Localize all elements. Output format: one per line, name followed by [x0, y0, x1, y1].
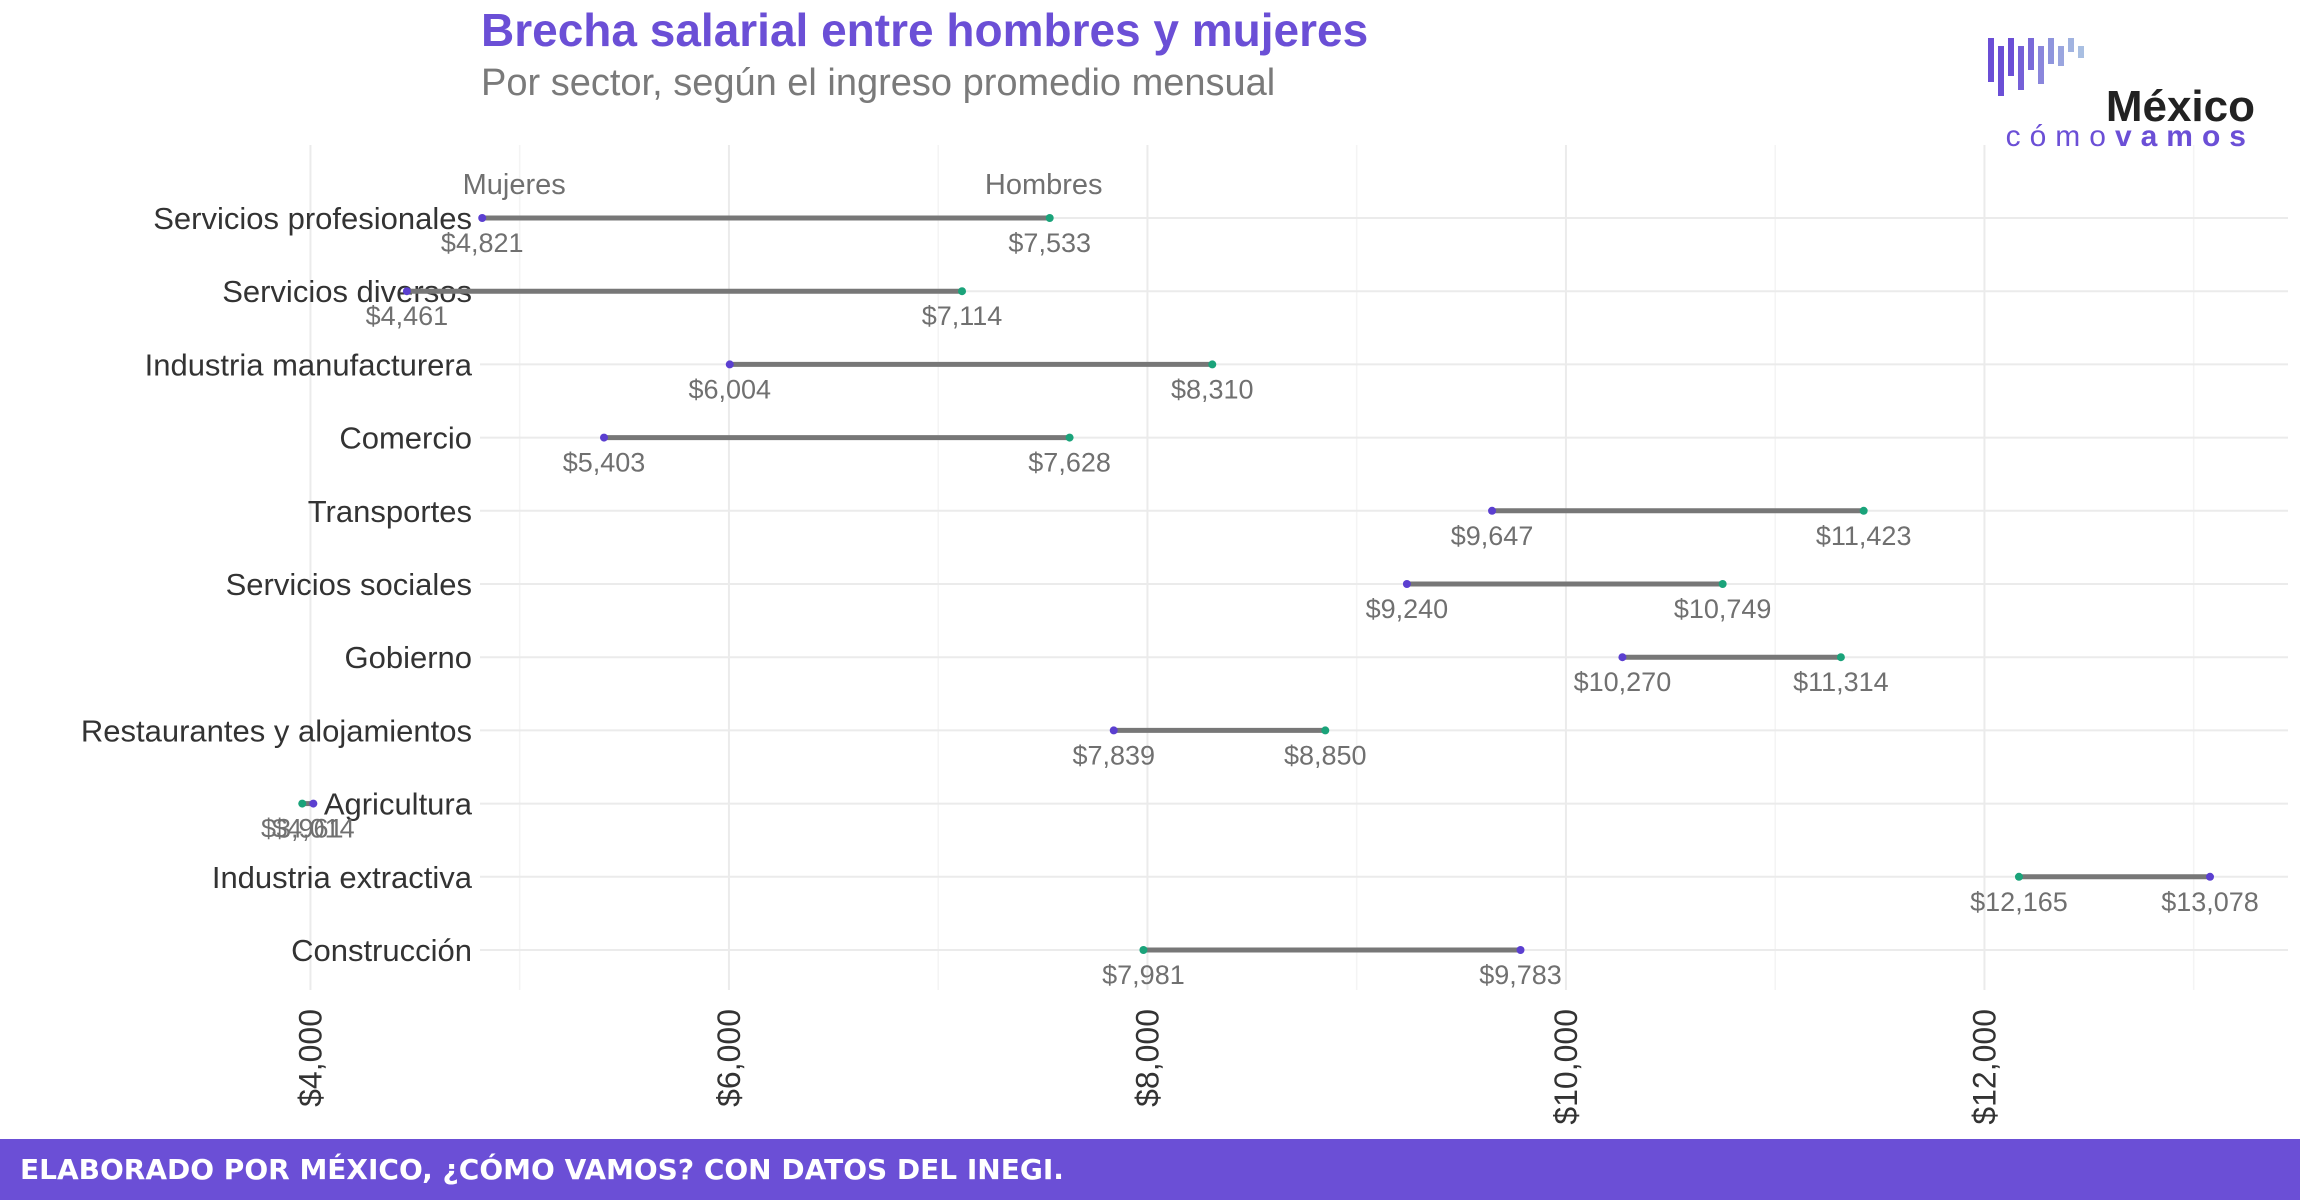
men-value-label: $7,981 [1102, 960, 1185, 990]
logo-bars-icon [1988, 38, 2084, 96]
category-label: Gobierno [344, 640, 472, 675]
logo-bar [2078, 46, 2084, 58]
x-tick-label: $6,000 [711, 1009, 747, 1107]
women-point [1402, 580, 1411, 588]
men-point [1321, 726, 1330, 735]
men-value-label: $12,165 [1970, 887, 2068, 917]
men-point [298, 799, 307, 808]
women-point [600, 433, 609, 442]
women-value-label: $13,078 [2161, 887, 2259, 917]
women-value-label: $5,403 [563, 448, 646, 478]
x-axis: $4,000 $6,000 $8,000 $10,000 $12,000 [292, 1009, 2002, 1125]
women-value-label: $7,839 [1072, 740, 1155, 770]
women-point [1516, 946, 1525, 954]
logo-main-text: México [2106, 82, 2255, 131]
men-point [1139, 946, 1148, 954]
logo-bar [2058, 46, 2064, 66]
women-point [478, 214, 487, 222]
logo-sub-light: cómo [2006, 120, 2115, 153]
logo-sub-bold: vamos [2115, 120, 2255, 153]
row: Servicios diversos$4,461 $7,114 [222, 274, 1002, 331]
men-point [1836, 653, 1845, 662]
gridlines [309, 145, 2288, 990]
category-label: Transportes [308, 494, 472, 529]
logo-bar [1988, 38, 1994, 82]
logo-bar [2028, 38, 2034, 70]
category-label: Servicios sociales [226, 567, 472, 602]
men-value-label: $8,850 [1284, 740, 1367, 770]
row: Construcción $9,783 $7,981 [291, 933, 1562, 990]
logo-bar [2068, 38, 2074, 52]
women-value-label: $4,014 [272, 814, 355, 844]
row: Industria manufacturera $6,004 $8,310 [145, 347, 1254, 404]
women-point [1109, 726, 1118, 735]
men-point [958, 287, 967, 296]
logo-bar [1998, 46, 2004, 96]
row: Comercio $5,403 $7,628 [339, 421, 1111, 478]
category-label: Comercio [339, 421, 472, 456]
logo-bar [2008, 38, 2014, 76]
women-value-label: $9,240 [1366, 594, 1449, 624]
footer-banner: ELABORADO POR MÉXICO, ¿CÓMO VAMOS? CON D… [0, 1139, 2300, 1200]
men-value-label: $7,628 [1028, 448, 1111, 478]
men-value-label: $8,310 [1171, 374, 1254, 404]
category-label: Agricultura [324, 787, 473, 822]
legend-men: Hombres [985, 169, 1103, 201]
women-point [725, 360, 734, 369]
logo-bar [2038, 46, 2044, 84]
row: Gobierno $10,270 $11,314 [344, 640, 1888, 697]
logo-bar [2048, 38, 2054, 64]
footer-text: ELABORADO POR MÉXICO, ¿CÓMO VAMOS? CON D… [20, 1153, 1064, 1186]
logo-sub-text: cómovamos [2006, 120, 2255, 153]
row: Servicios profesionales$4,821 $7,533 [153, 201, 1091, 258]
men-point [1208, 360, 1217, 369]
legend-women: Mujeres [463, 169, 566, 201]
women-value-label: $9,783 [1479, 960, 1562, 990]
women-point [1618, 653, 1627, 662]
x-tick-label: $4,000 [292, 1009, 328, 1107]
plot-rows: Servicios profesionales$4,821 $7,533Servi… [81, 201, 2259, 990]
women-value-label: $6,004 [688, 374, 771, 404]
men-value-label: $11,314 [1793, 667, 1889, 697]
women-point [2205, 872, 2214, 881]
men-value-label: $7,114 [922, 301, 1003, 331]
legend: Mujeres Hombres [463, 169, 1103, 201]
men-value-label: $3,961 [261, 814, 344, 844]
category-label: Construcción [291, 933, 472, 968]
men-value-label: $10,749 [1674, 594, 1772, 624]
men-value-label: $11,423 [1816, 521, 1912, 551]
women-value-label: $9,647 [1451, 521, 1534, 551]
women-point [1488, 506, 1497, 515]
women-value-label: $4,821 [441, 228, 524, 258]
chart-subtitle: Por sector, según el ingreso promedio me… [481, 62, 1275, 104]
category-label: Servicios profesionales [153, 201, 472, 236]
row: Transportes $9,647 $11,423 [308, 494, 1912, 551]
women-value-label: $10,270 [1574, 667, 1672, 697]
men-point [1859, 506, 1868, 515]
men-point [1065, 433, 1074, 442]
men-point [1718, 580, 1727, 588]
women-value-label: $4,461 [366, 301, 449, 331]
men-point [1045, 214, 1054, 222]
row: Industria extractiva $13,078 $12,165 [212, 860, 2259, 917]
category-label: Industria manufacturera [145, 347, 473, 382]
chart-title: Brecha salarial entre hombres y mujeres [481, 4, 1368, 56]
x-tick-label: $12,000 [1966, 1009, 2002, 1125]
x-tick-label: $8,000 [1129, 1009, 1165, 1107]
category-label: Restaurantes y alojamientos [81, 713, 472, 748]
men-value-label: $7,533 [1008, 228, 1091, 258]
women-point [309, 799, 318, 808]
x-tick-label: $10,000 [1548, 1009, 1584, 1125]
logo-bar [2018, 46, 2024, 90]
row: Servicios sociales $9,240 $10,749 [226, 567, 1772, 624]
men-point [2014, 872, 2023, 881]
category-label: Industria extractiva [212, 860, 473, 895]
logo: México cómovamos [1988, 38, 2255, 153]
row: Agricultura$4,014$3,961 [261, 787, 473, 844]
row: Restaurantes y alojamientos $7,839 $8,850 [81, 713, 1367, 770]
women-point [402, 287, 411, 296]
